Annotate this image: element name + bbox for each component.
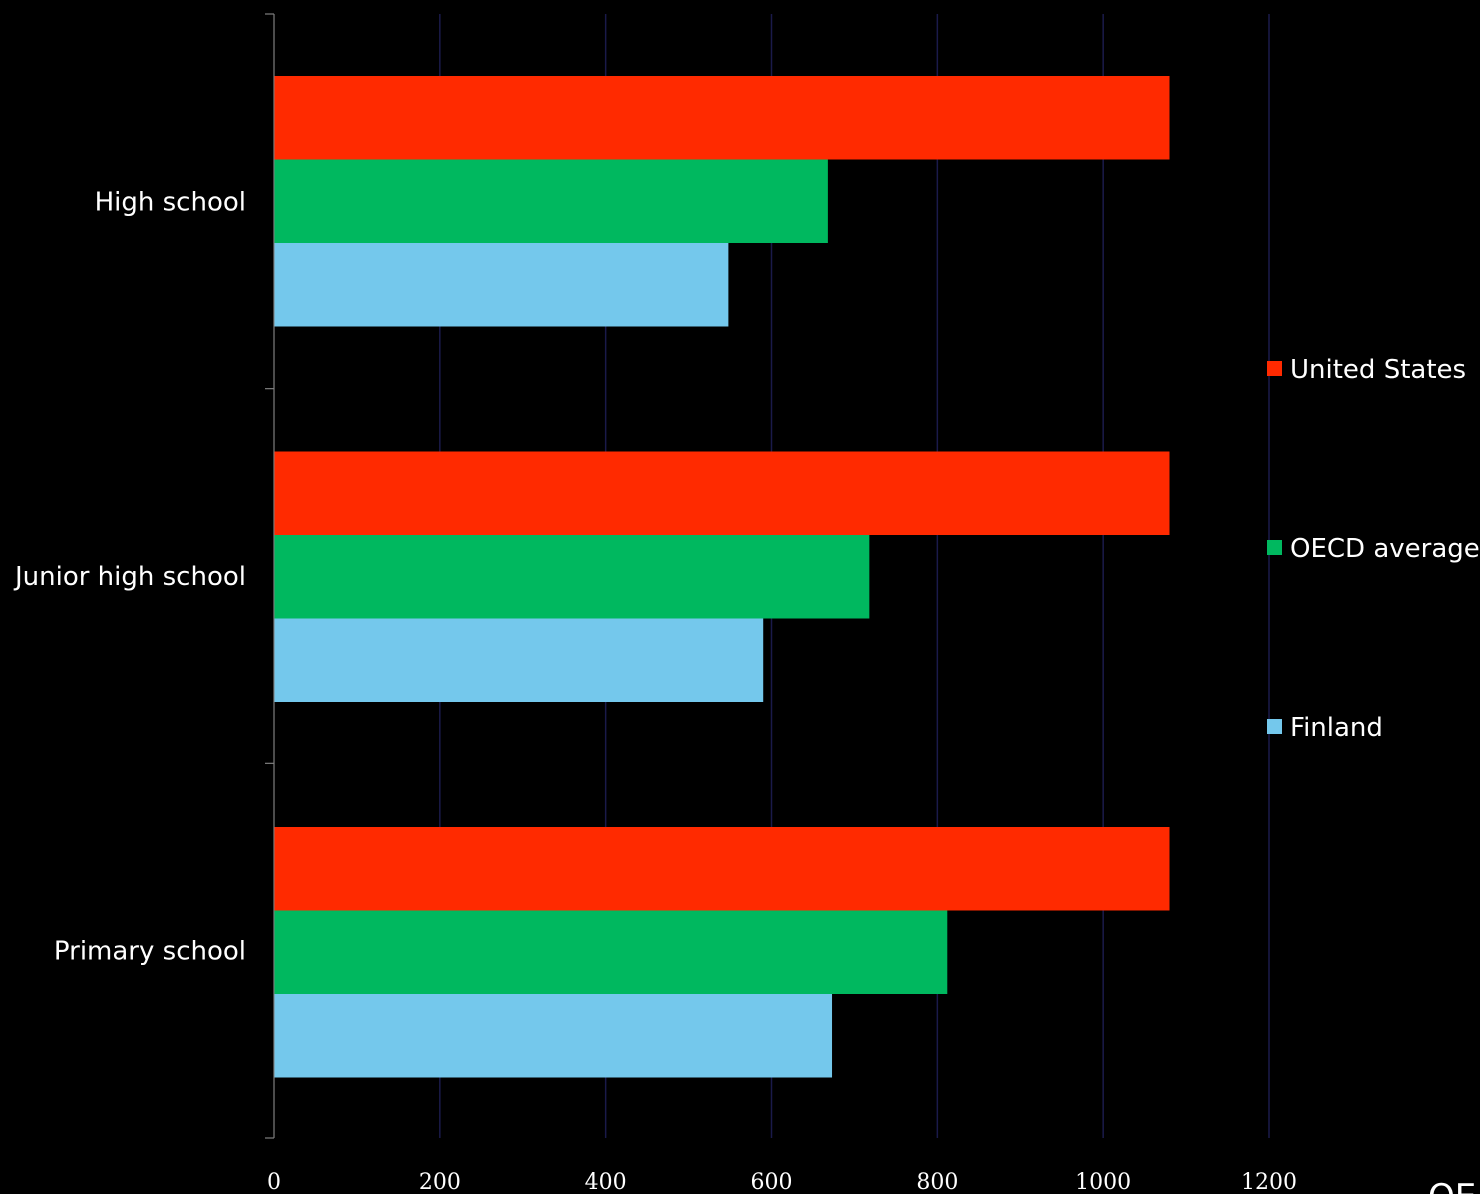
bar-oecd-average-junior-high-school (274, 535, 870, 619)
bar-united-states-junior-high-school (274, 451, 1170, 535)
y-axis (265, 13, 275, 1139)
source-label: OE (1428, 1177, 1476, 1194)
category-label: Primary school (54, 937, 246, 967)
legend-swatch (1267, 719, 1282, 734)
x-tick-label: 800 (916, 1170, 958, 1194)
category-label: Junior high school (13, 562, 246, 592)
x-tick-label: 1200 (1241, 1170, 1297, 1194)
x-tick-label: 200 (419, 1170, 461, 1194)
x-tick-labels: 0 200 400 600 800 1000 1200 (267, 1170, 1297, 1194)
category-label: High school (95, 187, 246, 217)
x-tick-label: 0 (267, 1170, 281, 1194)
legend-swatch (1267, 540, 1282, 555)
bar-oecd-average-primary-school (274, 910, 948, 994)
bar-finland-high-school (274, 243, 729, 327)
bars (274, 76, 1170, 1078)
x-tick-label: 400 (585, 1170, 627, 1194)
legend: United States OECD average Finland (1267, 355, 1480, 743)
bar-finland-junior-high-school (274, 618, 764, 702)
bar-finland-primary-school (274, 994, 833, 1078)
legend-label: OECD average (1290, 534, 1480, 564)
x-tick-label: 1000 (1075, 1170, 1131, 1194)
legend-label: Finland (1290, 713, 1383, 743)
bar-united-states-primary-school (274, 827, 1170, 911)
legend-swatch (1267, 361, 1282, 376)
category-labels: High school Junior high school Primary sch… (13, 187, 246, 966)
x-tick-label: 600 (751, 1170, 793, 1194)
legend-label: United States (1290, 355, 1466, 385)
bar-united-states-high-school (274, 76, 1170, 160)
bar-oecd-average-high-school (274, 159, 828, 243)
